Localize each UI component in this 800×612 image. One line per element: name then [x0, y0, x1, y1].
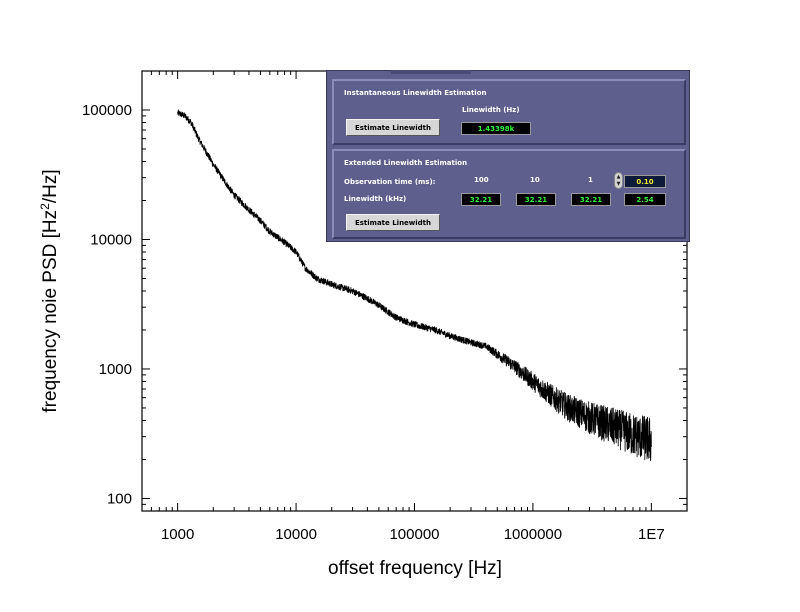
linewidth-indicator-custom: 2.54 — [624, 193, 666, 206]
linewidth-indicator-100ms: 32.21 — [461, 193, 501, 206]
estimate-linewidth-button-instant[interactable]: Estimate Linewidth — [346, 119, 440, 136]
obs-time-10: 10 — [530, 176, 540, 184]
y-tick-label: 100000 — [82, 102, 132, 119]
custom-observation-time-input[interactable]: 0.10 — [624, 175, 666, 188]
x-tick-label: 1E7 — [638, 526, 665, 543]
obs-time-spinner[interactable]: ▲ ▼ — [614, 172, 623, 189]
y-tick-label: 100 — [107, 490, 132, 507]
extended-section: Extended Linewidth Estimation Observatio… — [332, 149, 686, 239]
instant-linewidth-indicator: 1.43398k — [461, 122, 531, 135]
extended-title: Extended Linewidth Estimation — [344, 159, 468, 167]
x-tick-label: 1000000 — [504, 526, 562, 543]
y-axis-title-suffix: /Hz] — [40, 169, 61, 203]
y-axis-title-prefix: frequency noie PSD [Hz — [40, 210, 61, 413]
instant-linewidth-label: Linewidth (Hz) — [462, 106, 520, 114]
spinner-up-icon[interactable]: ▲ — [616, 174, 621, 180]
linewidth-estimation-panel: Instantaneous Linewidth Estimation Linew… — [326, 70, 690, 242]
y-tick-label: 10000 — [90, 231, 132, 248]
instantaneous-title: Instantaneous Linewidth Estimation — [344, 89, 487, 97]
obs-time-100: 100 — [474, 176, 489, 184]
y-tick-label: 1000 — [99, 361, 132, 378]
estimate-linewidth-button-extended[interactable]: Estimate Linewidth — [346, 214, 440, 231]
spinner-down-icon[interactable]: ▼ — [616, 181, 621, 187]
y-axis-title: frequency noie PSD [Hz2/Hz] — [38, 169, 61, 412]
x-tick-label: 1000 — [161, 526, 194, 543]
panel-tab-strip — [391, 70, 471, 74]
instantaneous-section: Instantaneous Linewidth Estimation Linew… — [332, 79, 686, 145]
x-tick-label: 100000 — [389, 526, 439, 543]
extended-linewidth-label: Linewidth (kHz) — [344, 195, 407, 203]
obs-time-1: 1 — [588, 176, 593, 184]
psd-series-line — [177, 109, 652, 462]
linewidth-indicator-1ms: 32.21 — [571, 193, 611, 206]
linewidth-indicator-10ms: 32.21 — [516, 193, 556, 206]
y-tick-labels: 100 1000 10000 100000 — [82, 102, 132, 507]
x-axis-title: offset frequency [Hz] — [328, 558, 502, 579]
x-tick-labels: 1000 10000 100000 1000000 1E7 — [161, 526, 665, 543]
x-tick-label: 10000 — [275, 526, 317, 543]
y-axis-title-superscript: 2 — [38, 203, 52, 210]
observation-time-label: Observation time (ms): — [344, 178, 436, 186]
